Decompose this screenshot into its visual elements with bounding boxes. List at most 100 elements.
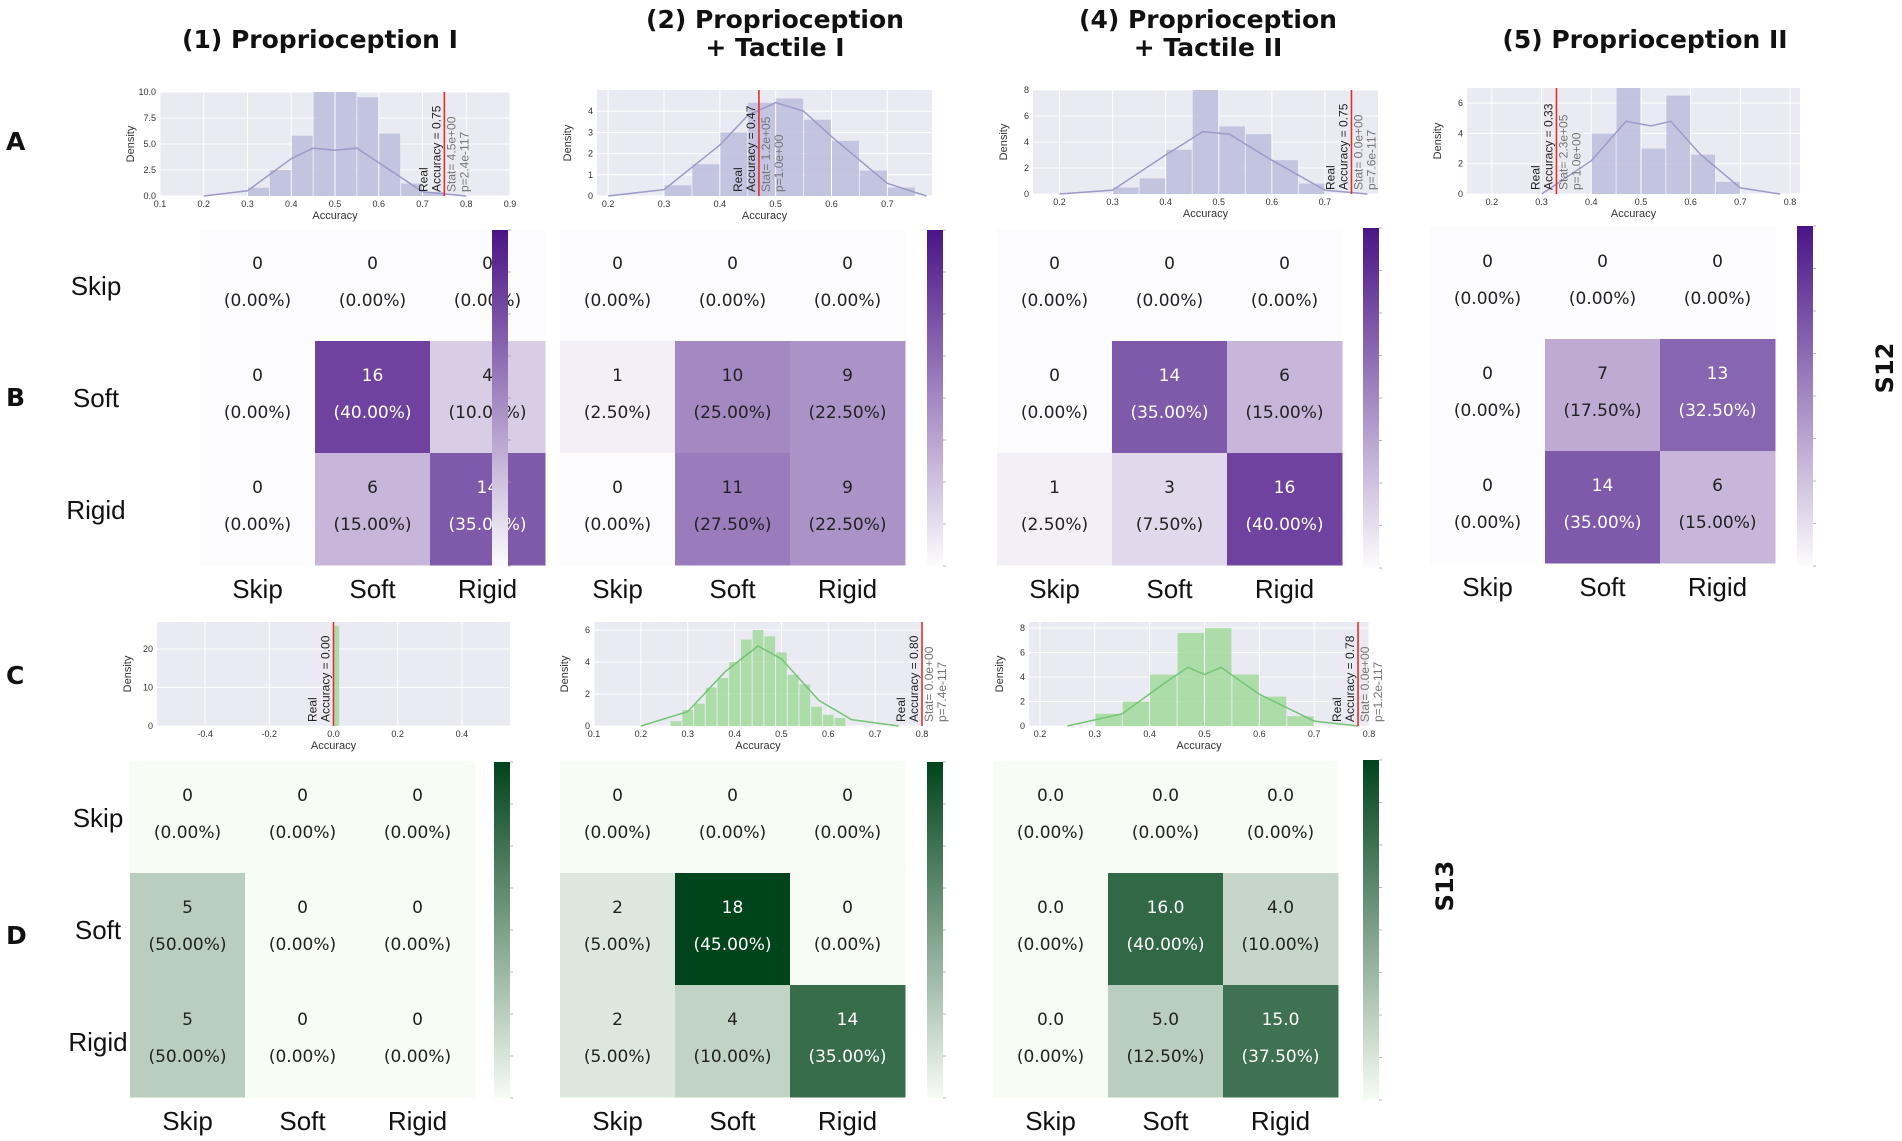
y-axis-label: Density bbox=[559, 655, 571, 692]
histogram-bar bbox=[720, 132, 748, 196]
x-tick-label: 0.9 bbox=[504, 199, 517, 209]
cell-percent: (22.50%) bbox=[808, 515, 886, 535]
y-tick-label: 2 bbox=[1020, 697, 1025, 707]
stat-label: Stat= 0.0e+00 bbox=[1358, 646, 1372, 722]
cell-percent: (0.00%) bbox=[224, 291, 291, 311]
x-tick-label: 0.2 bbox=[1053, 197, 1066, 207]
colorbar bbox=[927, 230, 943, 566]
heatmap-cell bbox=[1223, 761, 1339, 874]
kde-line bbox=[1059, 130, 1368, 195]
x-tick-label: 0.3 bbox=[1106, 197, 1119, 207]
x-axis-label: Accuracy bbox=[312, 210, 358, 222]
stat-label: Stat= 4.5e+00 bbox=[444, 116, 458, 192]
cell-percent: (15.00%) bbox=[333, 515, 411, 535]
real-label: Real bbox=[1323, 165, 1337, 190]
histogram-bar bbox=[717, 678, 729, 726]
row-label-d: D bbox=[6, 921, 27, 950]
kde-line bbox=[640, 645, 899, 727]
x-tick-label: 0.5 bbox=[1635, 197, 1648, 207]
y-tick-label: 10.0 bbox=[138, 87, 156, 97]
cell-count: 0 bbox=[297, 1010, 308, 1030]
heatmap-cell bbox=[1108, 873, 1224, 986]
heatmap-cell bbox=[1430, 339, 1546, 452]
cell-percent: (0.00%) bbox=[814, 935, 881, 955]
x-tick-label: 0.5 bbox=[329, 199, 342, 209]
cell-count: 0 bbox=[297, 786, 308, 806]
cell-count: 0 bbox=[482, 254, 493, 274]
histogram-bar bbox=[1616, 88, 1641, 194]
cell-count: 16 bbox=[1274, 478, 1296, 498]
cell-count: 0 bbox=[1279, 254, 1290, 274]
x-tick-label: 0.7 bbox=[1734, 197, 1747, 207]
heatmap-cell bbox=[560, 985, 676, 1098]
x-tick-label: 0.4 bbox=[714, 199, 727, 209]
cell-percent: (17.50%) bbox=[1563, 401, 1641, 421]
column-class-label: Rigid bbox=[458, 574, 517, 604]
y-tick-label: 0 bbox=[588, 191, 593, 201]
heatmap-cell bbox=[1223, 985, 1339, 1098]
heatmap-cell bbox=[1660, 227, 1776, 340]
histogram-bar bbox=[670, 721, 682, 726]
subject-label-s13: S13 bbox=[1431, 861, 1459, 912]
histogram-bar bbox=[334, 625, 340, 726]
cell-percent: (0.00%) bbox=[154, 823, 221, 843]
y-tick-label: 20 bbox=[143, 644, 153, 654]
cell-percent: (0.00%) bbox=[1454, 289, 1521, 309]
cell-count: 13 bbox=[1707, 364, 1729, 384]
confusion-matrix-B5: 0 (0.00%) 0 (0.00%) 0 (0.00%) 0 (0.00%) 7 (17.50%… bbox=[1430, 225, 1816, 602]
accuracy-label: Accuracy = 0.75 bbox=[1336, 103, 1350, 190]
p-value-label: p=1.0e+00 bbox=[1569, 132, 1583, 190]
histogram-A5: 0.2 0.3 0.4 0.5 0.6 0.7 0.8 0 2 4 6 Real Accuracy = … bbox=[1432, 88, 1800, 220]
cell-count: 0 bbox=[297, 898, 308, 918]
cell-count: 0 bbox=[842, 786, 853, 806]
real-label: Real bbox=[1330, 697, 1344, 722]
histogram-bar bbox=[291, 135, 313, 196]
subject-label-s12: S12 bbox=[1871, 343, 1899, 394]
stat-label: Stat= 1.2e+05 bbox=[759, 116, 773, 192]
cell-count: 6 bbox=[367, 478, 378, 498]
real-label: Real bbox=[306, 697, 320, 722]
histogram-bar bbox=[664, 185, 692, 196]
y-axis-label: Density bbox=[562, 124, 574, 161]
cell-count: 0 bbox=[252, 478, 263, 498]
x-tick-label: 0.5 bbox=[775, 729, 788, 739]
column-class-label: Skip bbox=[1462, 572, 1513, 602]
y-tick-label: 10 bbox=[143, 682, 153, 692]
real-label: Real bbox=[894, 697, 908, 722]
histogram-bar bbox=[423, 191, 444, 196]
histogram-bar bbox=[832, 140, 859, 196]
y-tick-label: 6 bbox=[1020, 648, 1025, 658]
histogram-bar bbox=[804, 119, 831, 196]
confusion-matrix-D1: 0 (0.00%) 0 (0.00%) 0 (0.00%) 5 (50.00%) 0 (0.00%… bbox=[68, 761, 513, 1136]
histogram-bar bbox=[1139, 178, 1166, 194]
heatmap-cell bbox=[430, 453, 546, 566]
cell-percent: (10.00%) bbox=[693, 1047, 771, 1067]
cell-count: 0 bbox=[412, 786, 423, 806]
x-tick-label: 0.8 bbox=[1363, 729, 1376, 739]
row-label-c: C bbox=[6, 661, 24, 690]
cell-count: 2 bbox=[612, 1010, 623, 1030]
y-tick-label: 8 bbox=[1020, 623, 1025, 633]
cell-percent: (0.00%) bbox=[1247, 823, 1314, 843]
cell-percent: (50.00%) bbox=[148, 935, 226, 955]
colorbar bbox=[1797, 226, 1813, 566]
cell-count: 0 bbox=[182, 786, 193, 806]
heatmap-cell bbox=[200, 229, 316, 342]
x-tick-label: 0.4 bbox=[456, 729, 469, 739]
cell-percent: (35.00%) bbox=[1130, 403, 1208, 423]
cell-count: 0 bbox=[412, 898, 423, 918]
heatmap-cell bbox=[430, 341, 546, 454]
histogram-bar bbox=[859, 170, 887, 196]
accuracy-label: Accuracy = 0.00 bbox=[319, 635, 333, 722]
heatmap-cell bbox=[997, 229, 1113, 342]
cell-percent: (0.00%) bbox=[269, 1047, 336, 1067]
x-tick-label: 0.3 bbox=[1089, 729, 1102, 739]
heatmap-cell bbox=[675, 985, 791, 1098]
column-header-2-line1: (2) Proprioception bbox=[646, 5, 904, 34]
cell-count: 0 bbox=[842, 898, 853, 918]
x-axis-label: Accuracy bbox=[311, 740, 357, 752]
heatmap-cell bbox=[790, 229, 906, 342]
y-tick-label: 4 bbox=[1020, 672, 1025, 682]
histogram-bar bbox=[1287, 716, 1314, 726]
